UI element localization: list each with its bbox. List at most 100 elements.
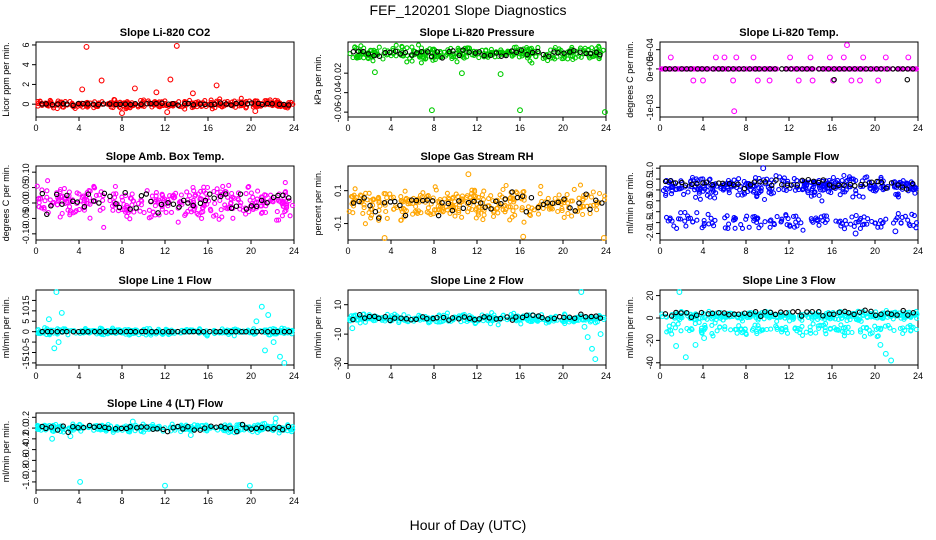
series-point (480, 217, 486, 223)
reference-point (132, 101, 139, 107)
series-point (913, 220, 920, 226)
series-point (875, 224, 881, 230)
reference-point (160, 328, 166, 335)
reference-point (91, 328, 98, 335)
outlier-point (852, 230, 859, 237)
series-point (112, 183, 118, 190)
series-point (204, 332, 210, 338)
reference-point (96, 200, 102, 206)
reference-point (747, 311, 753, 317)
series-point (452, 199, 458, 205)
reference-point (857, 66, 864, 72)
series-point (741, 191, 748, 197)
series-point (722, 324, 728, 330)
reference-point (233, 203, 240, 209)
outlier-point (131, 85, 138, 92)
reference-point (830, 184, 837, 190)
outlier-point (51, 345, 58, 352)
series-point (475, 208, 482, 214)
reference-point (883, 185, 889, 191)
series-point (726, 221, 732, 227)
outlier-point (581, 323, 588, 330)
series-point (559, 208, 565, 214)
outlier-point (721, 54, 728, 61)
series-point (793, 219, 799, 225)
reference-point (60, 101, 67, 107)
series-point (678, 328, 684, 334)
reference-point (799, 177, 806, 184)
reference-point (778, 309, 784, 315)
reference-point (243, 425, 249, 431)
reference-point (243, 206, 250, 212)
reference-point (223, 328, 230, 335)
series-point (175, 205, 181, 211)
y-tick-label: -0.6 (21, 453, 31, 469)
series-point (887, 325, 893, 331)
series-point (391, 206, 397, 212)
y-tick-label: 15 (21, 295, 31, 305)
series-point (838, 315, 845, 321)
series-point (76, 207, 82, 213)
x-tick-label: 0 (345, 123, 350, 133)
series-point (910, 222, 917, 229)
series-point (153, 190, 159, 196)
series-point (755, 317, 761, 323)
series-point (704, 192, 710, 198)
series-point (199, 215, 205, 221)
series-point (859, 222, 866, 228)
reference-point (435, 212, 442, 219)
reference-point (107, 193, 113, 200)
series-point (697, 186, 703, 193)
reference-point (493, 198, 499, 205)
reference-point (248, 426, 255, 432)
reference-point (784, 182, 791, 188)
series-point (272, 420, 278, 426)
series-point (821, 213, 827, 219)
outlier-point (428, 107, 435, 114)
series-point (779, 329, 785, 335)
x-tick-label: 20 (870, 246, 880, 256)
series-point (383, 208, 389, 215)
reference-point (418, 48, 425, 55)
reference-point (567, 205, 573, 211)
series-point (755, 323, 761, 329)
reference-point (402, 212, 409, 219)
series-point (226, 182, 232, 188)
series-point (667, 216, 673, 222)
series-point (587, 203, 593, 209)
series-point (276, 217, 282, 223)
reference-point (572, 208, 578, 214)
series-point (281, 203, 287, 209)
series-point (153, 193, 159, 199)
series-point (71, 423, 77, 429)
outlier-point (262, 347, 268, 354)
series-point (34, 183, 40, 189)
series-point (853, 219, 859, 225)
reference-point (381, 200, 388, 206)
reference-point (555, 199, 561, 206)
series-point (384, 195, 390, 201)
y-tick-label: -0.10 (21, 224, 31, 245)
reference-point (504, 314, 510, 320)
series-point (705, 211, 711, 217)
series-point (724, 213, 730, 219)
series-point (246, 184, 252, 190)
y-tick-label: -30 (333, 357, 343, 370)
series-point (783, 213, 789, 219)
series-point (398, 194, 404, 200)
panel-5: Slope Gas Stream RH percent per min. 0 4 8 12… (313, 151, 611, 256)
series-point (405, 201, 411, 207)
series-point (279, 213, 285, 219)
series-point (792, 187, 798, 193)
reference-point (710, 66, 716, 72)
series-point (129, 191, 135, 197)
y-axis-label: degrees C per min. (625, 41, 635, 118)
reference-point (112, 425, 119, 432)
reference-point (752, 309, 759, 315)
x-tick-label: 24 (601, 123, 611, 133)
panel-10: Slope Line 4 (LT) Flow ml/min per min. 0 4 8… (1, 398, 299, 506)
reference-point (239, 421, 246, 428)
reference-point (133, 205, 139, 211)
series-point (580, 211, 586, 218)
series-point (548, 205, 554, 211)
